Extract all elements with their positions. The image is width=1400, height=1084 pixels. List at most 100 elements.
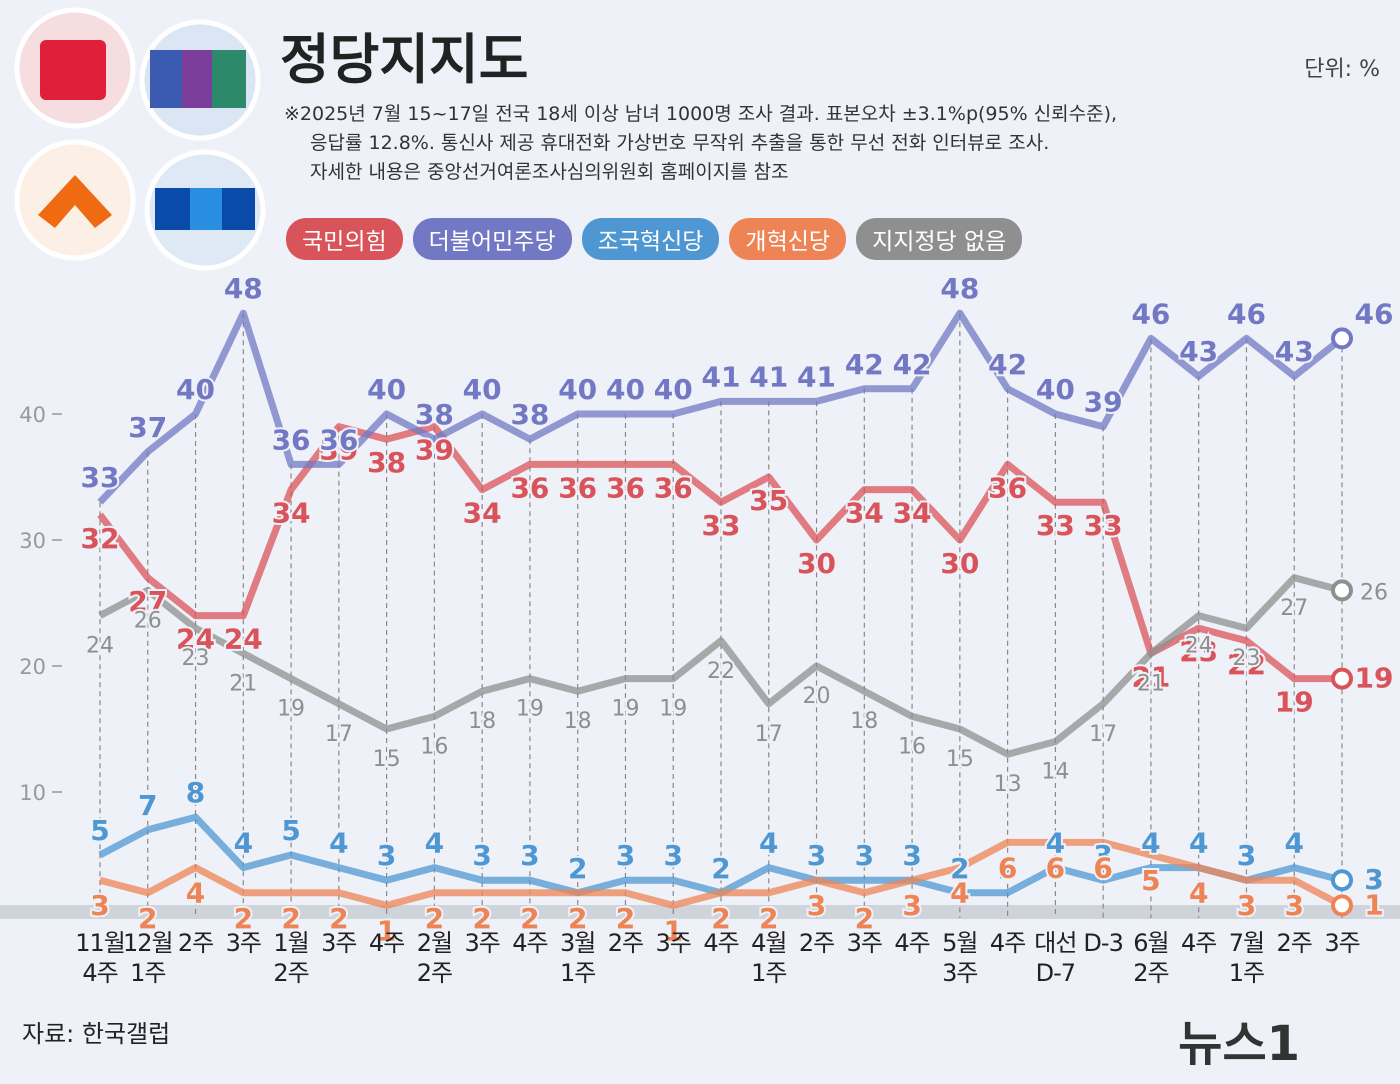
series-line <box>99 838 1344 909</box>
value-label: 23 <box>182 646 210 671</box>
value-label: 4 <box>1189 877 1208 910</box>
value-label: 2 <box>711 852 730 885</box>
value-label: 40 <box>558 373 597 406</box>
end-marker <box>1331 894 1353 917</box>
value-label: 42 <box>988 348 1027 381</box>
legend-item: 국민의힘 <box>286 218 403 260</box>
value-label: 13 <box>994 772 1022 797</box>
x-tick-label: 2주 <box>1276 929 1313 957</box>
value-label: 4 <box>1189 827 1208 860</box>
value-label: 2 <box>329 902 348 935</box>
value-label: 4 <box>329 827 348 860</box>
value-label: 27 <box>128 585 167 618</box>
value-label: 24 <box>176 623 215 656</box>
value-label: 2 <box>616 902 635 935</box>
value-label: 41 <box>749 360 788 393</box>
value-label: 46 <box>1227 297 1266 330</box>
x-tick-label: 3주 <box>846 929 883 957</box>
x-tick-label: 5월 3주 <box>942 929 978 987</box>
y-tick-label: 40 <box>19 403 46 427</box>
x-tick-label: 1월 2주 <box>273 929 309 987</box>
value-label: 33 <box>81 461 120 494</box>
x-tick-label: 4주 <box>368 929 405 957</box>
value-label: 2 <box>281 902 300 935</box>
value-label: 38 <box>367 446 406 479</box>
x-tick-label: 3월 1주 <box>560 929 596 987</box>
value-label: 3 <box>1093 839 1112 872</box>
value-label: 19 <box>516 697 544 722</box>
value-label: 27 <box>1280 596 1308 621</box>
y-tick-label: 10 <box>19 781 46 805</box>
value-label: 4 <box>1046 827 1065 860</box>
value-label: 21 <box>1137 671 1165 696</box>
value-label: 3 <box>807 839 826 872</box>
x-tick-label: 12월 1주 <box>122 929 174 987</box>
value-label: 2 <box>568 852 587 885</box>
value-label: 46 <box>1355 297 1394 330</box>
end-marker <box>1331 327 1353 350</box>
value-label: 2 <box>234 902 253 935</box>
value-label: 17 <box>325 722 353 747</box>
value-label: 15 <box>373 747 401 772</box>
value-label: 46 <box>1131 297 1170 330</box>
value-label: 48 <box>940 272 979 305</box>
value-label: 5 <box>1141 864 1160 897</box>
value-label: 42 <box>893 348 932 381</box>
value-label: 21 <box>1131 660 1170 693</box>
value-label: 3 <box>377 839 396 872</box>
value-label: 3 <box>1237 839 1256 872</box>
x-tick-label: 2주 <box>607 929 644 957</box>
end-marker <box>1331 667 1353 690</box>
value-label: 2 <box>138 902 157 935</box>
value-label: 19 <box>1275 686 1314 719</box>
end-marker <box>1331 869 1353 892</box>
value-label: 3 <box>1364 863 1383 896</box>
value-label: 4 <box>1284 827 1303 860</box>
legend-item: 더불어민주당 <box>412 218 572 260</box>
value-label: 19 <box>1355 662 1394 695</box>
party-logos <box>14 7 266 271</box>
value-label: 16 <box>420 734 448 759</box>
value-label: 19 <box>659 697 687 722</box>
value-label: 40 <box>367 373 406 406</box>
x-tick-label: 3주 <box>464 929 500 957</box>
value-label: 40 <box>654 373 693 406</box>
value-label: 40 <box>606 373 645 406</box>
x-tick-label: 3주 <box>1324 929 1360 957</box>
value-label: 36 <box>606 471 645 504</box>
value-label: 6 <box>1046 851 1065 884</box>
value-label: 39 <box>1084 386 1123 419</box>
series-line <box>98 574 1343 758</box>
value-label: 38 <box>510 398 549 431</box>
value-label: 40 <box>176 373 215 406</box>
value-label: 30 <box>797 547 836 580</box>
value-label: 41 <box>702 360 741 393</box>
value-label: 30 <box>940 547 979 580</box>
value-label: 15 <box>946 747 974 772</box>
value-label: 5 <box>90 814 109 847</box>
value-label: 48 <box>224 272 263 305</box>
x-tick-label: 2주 <box>177 929 214 957</box>
value-label: 2 <box>759 902 778 935</box>
x-tick-label: 7월 1주 <box>1228 929 1265 987</box>
value-label: 2 <box>711 902 730 935</box>
value-label: 26 <box>134 608 162 633</box>
value-label: 18 <box>564 709 592 734</box>
value-label: 4 <box>1141 827 1160 860</box>
value-label: 34 <box>272 497 311 530</box>
value-label: 37 <box>128 411 167 444</box>
value-label: 3 <box>663 839 682 872</box>
value-label: 16 <box>898 734 926 759</box>
value-label: 2 <box>998 852 1017 885</box>
value-label: 3 <box>902 889 921 922</box>
value-label: 3 <box>520 839 539 872</box>
value-label: 21 <box>229 671 257 696</box>
value-label: 3 <box>1284 889 1303 922</box>
value-label: 38 <box>415 398 454 431</box>
end-marker <box>1331 579 1353 602</box>
x-tick-label: 4주 <box>703 929 739 957</box>
x-tick-label: 3주 <box>225 929 262 957</box>
x-tick-label: 3주 <box>655 929 692 957</box>
value-label: 43 <box>1179 335 1218 368</box>
